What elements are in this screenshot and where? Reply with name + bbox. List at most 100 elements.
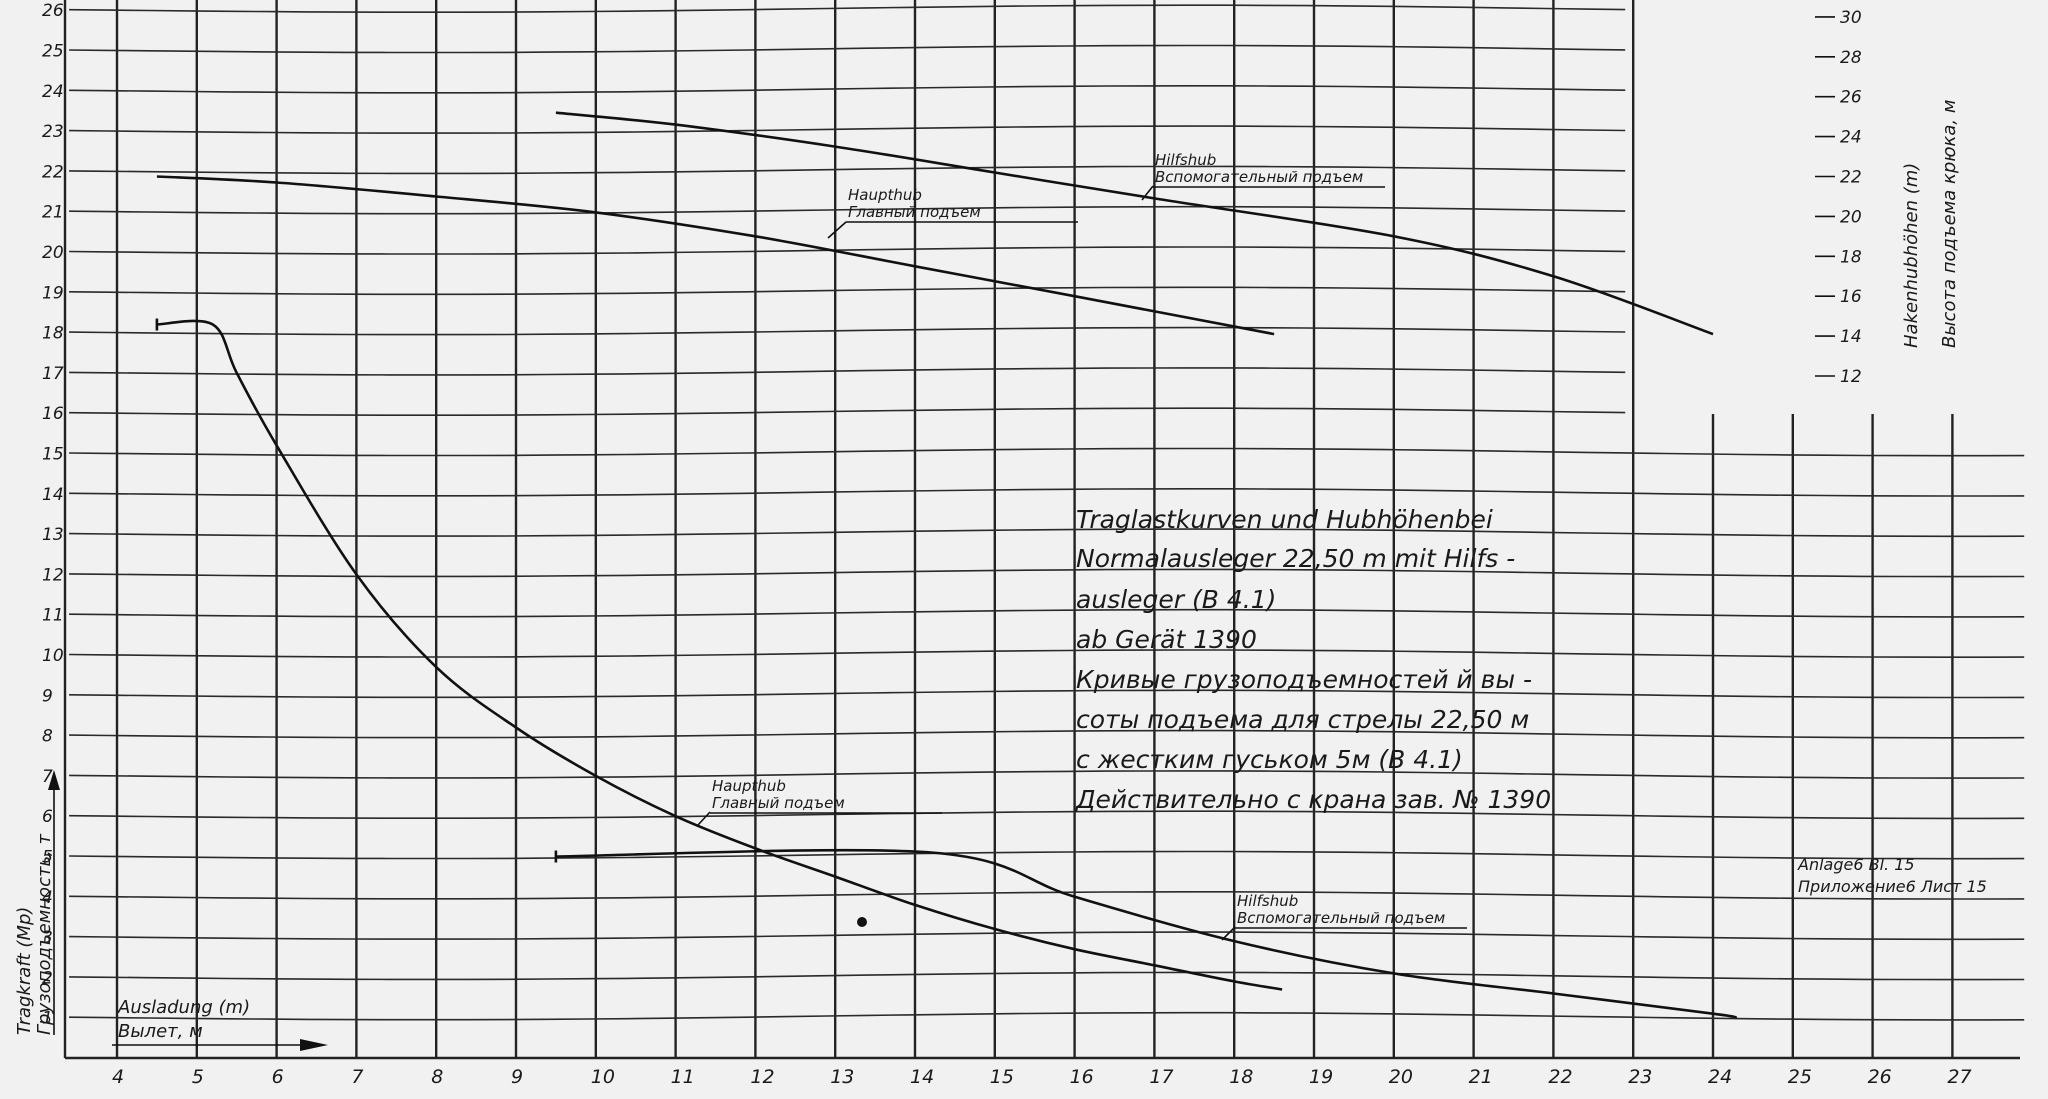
- annotation-label: Hilfshub: [1237, 892, 1298, 910]
- grid-line-horizontal: [69, 971, 2025, 981]
- y-left-tick-label: 2: [42, 968, 53, 988]
- x-tick-label: 15: [990, 1066, 1014, 1088]
- y-right-tick-label: 16: [1840, 287, 1862, 307]
- y-right-tick-label: 20: [1840, 207, 1862, 227]
- x-tick-label: 20: [1389, 1066, 1413, 1088]
- grid-line-horizontal: [69, 890, 2025, 900]
- grid-line-horizontal: [69, 85, 1626, 94]
- annotation-label: Главный подъем: [848, 203, 981, 221]
- y-axis-title-right: Hakenhubhöhen (m) Высота подъема крюка, …: [1901, 100, 1960, 348]
- grid-line-horizontal: [69, 487, 2025, 497]
- title-line: Traglastkurven und Hubhöhenbei: [1076, 505, 1493, 534]
- grid-line-horizontal: [69, 407, 1626, 417]
- grid-line-horizontal: [69, 608, 2025, 618]
- x-tick-label: 14: [910, 1066, 934, 1088]
- x-tick-label: 23: [1628, 1066, 1652, 1088]
- x-tick-label: 25: [1788, 1066, 1812, 1088]
- y-left-tick-label: 6: [42, 807, 53, 827]
- annotation-leader: [1221, 926, 1236, 941]
- y-left-tick-label: 12: [42, 565, 64, 585]
- curves: [155, 111, 1738, 1019]
- x-tick-label: 6: [272, 1066, 284, 1088]
- y-axis-title-right-de: Hakenhubhöhen (m): [1901, 163, 1922, 348]
- grid-line-horizontal: [69, 1011, 2025, 1021]
- ink-dot: [857, 917, 867, 927]
- x-tick-label: 7: [351, 1066, 363, 1088]
- y-left-tick-label: 24: [42, 82, 64, 102]
- x-tick-label: 27: [1947, 1066, 1971, 1088]
- curve-main-capacity: [156, 319, 1283, 991]
- x-axis-title: Ausladung (m) Вылет, м: [112, 997, 328, 1051]
- grid-line-horizontal: [69, 286, 1626, 296]
- y-axis-title-right-ru: Высота подъема крюка, м: [1939, 100, 1960, 348]
- y-left-tick-label: 4: [42, 888, 53, 908]
- y-left-tick-label: 9: [42, 686, 53, 706]
- grid-line-horizontal: [69, 770, 2025, 779]
- annotation-label: Haupthub: [848, 186, 922, 204]
- y-left-tick-label: 5: [42, 848, 53, 868]
- y-left-tick-label: 22: [42, 162, 64, 182]
- annotation-label: Haupthub: [712, 777, 786, 795]
- y-left-tick-label: 13: [42, 525, 64, 545]
- grid-line-horizontal: [69, 649, 2025, 659]
- y-right-tick-label: 22: [1840, 168, 1862, 188]
- x-tick-label: 22: [1548, 1066, 1572, 1088]
- y-left-tick-label: 15: [42, 445, 64, 465]
- grid-line-horizontal: [69, 44, 1626, 54]
- chart-title-block: Traglastkurven und Hubhöhenbei Normalaus…: [1075, 505, 1551, 814]
- annotation-leader: [827, 221, 847, 239]
- y-left-tick-label: 10: [42, 646, 64, 666]
- y-left-tick-label: 18: [42, 324, 64, 344]
- grid-line-horizontal: [69, 568, 2025, 578]
- y-right-tick-label: 30: [1840, 8, 1862, 28]
- grid-line-horizontal: [69, 205, 1626, 215]
- sheet-ref-ru: Приложение6 Лист 15: [1798, 877, 1987, 896]
- grid-line-horizontal: [69, 850, 2025, 860]
- y-right-tick-label: 28: [1840, 48, 1862, 68]
- x-tick-label: 17: [1149, 1066, 1173, 1088]
- x-tick-label: 12: [750, 1066, 774, 1088]
- annotation-leader: [1141, 185, 1154, 201]
- annotation-label: Hilfshub: [1155, 151, 1216, 169]
- title-line: ausleger (B 4.1): [1076, 585, 1276, 614]
- y-left-tick-label: 26: [42, 1, 64, 21]
- y-right-tick-label: 14: [1840, 327, 1862, 347]
- y-left-tick-label: 20: [42, 243, 64, 263]
- y-left-tick-label: 1: [42, 1009, 53, 1029]
- sheet-ref-de: Anlage6 Bl. 15: [1797, 855, 1915, 874]
- y-left-tick-label: 25: [42, 42, 64, 62]
- x-tick-label: 9: [511, 1066, 523, 1088]
- y-left-tick-label: 8: [42, 727, 53, 747]
- x-tick-label: 18: [1229, 1066, 1253, 1088]
- sheet-reference: Anlage6 Bl. 15 Приложение6 Лист 15: [1797, 855, 1987, 896]
- x-tick-label: 5: [192, 1066, 204, 1088]
- x-tick-label: 13: [830, 1066, 854, 1088]
- grid-line-horizontal: [69, 689, 2025, 699]
- grid-line-horizontal: [69, 810, 2025, 820]
- title-line: Действительно с крана зав. № 1390: [1075, 785, 1551, 814]
- x-tick-label: 21: [1469, 1066, 1493, 1088]
- annotation-leader: [697, 811, 711, 826]
- x-tick-label: 10: [591, 1066, 615, 1088]
- grid: [63, 0, 2025, 1060]
- y-left-tick-label: 14: [42, 485, 64, 505]
- y-left-tick-label: 21: [42, 203, 64, 223]
- y-left-tick-label: 11: [42, 606, 64, 626]
- grid-line-horizontal: [69, 447, 2025, 457]
- annotation-label: Вспомогательный подъем: [1155, 168, 1363, 186]
- annotation-label: Вспомогательный подъем: [1237, 909, 1445, 927]
- y-right-tick-label: 18: [1840, 247, 1862, 267]
- grid-line-horizontal: [69, 729, 2025, 739]
- y-left-tick-label: 16: [42, 404, 64, 424]
- y-left-tick-label: 3: [42, 928, 53, 948]
- curve-aux-hook-height: [555, 111, 1714, 336]
- grid-line-horizontal: [69, 246, 1626, 255]
- curve-main-hook-height: [156, 175, 1275, 336]
- tick-labels: 4 5 6 7 8 9 10 11 12 13 14 15 16 17 18 19 20 21 22 23 24 25 26…: [42, 1, 1972, 1088]
- grid-line-horizontal: [69, 165, 1626, 175]
- x-tick-label: 16: [1070, 1066, 1094, 1088]
- grid-line-horizontal: [69, 4, 1626, 13]
